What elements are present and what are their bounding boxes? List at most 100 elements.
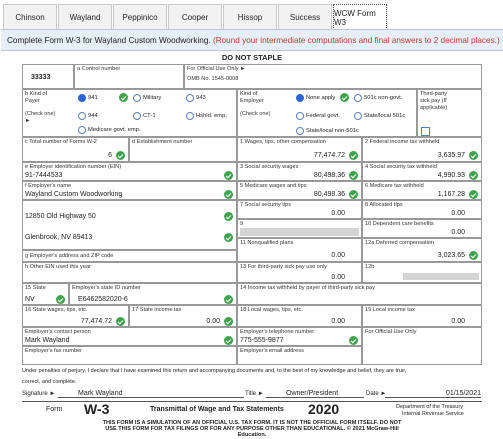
radio-state-local-non-501c[interactable] <box>296 127 304 135</box>
box9-shading <box>240 228 359 236</box>
title-value[interactable]: Owner/President <box>266 390 364 398</box>
radio-941[interactable] <box>78 94 86 102</box>
tab-wayland[interactable]: Wayland <box>58 4 112 30</box>
radio-hshld[interactable] <box>186 112 194 120</box>
date-value[interactable]: 01/15/2021 <box>385 390 481 398</box>
control-code-cell: 33333 <box>22 64 74 89</box>
tab-chinson[interactable]: Chinson <box>3 4 57 30</box>
contact-person-cell[interactable]: Employer's contact person Mark Wayland <box>22 327 237 346</box>
telephone-value: 775-555-9877 <box>240 337 284 344</box>
tab-wcw-form-w3[interactable]: WCW Form W3 <box>333 4 387 30</box>
box16-cell[interactable]: 16 State wages, tips, etc. 77,474.72 <box>22 305 129 327</box>
box10-value: 0.00 <box>451 229 465 236</box>
ein-cell[interactable]: e Employer identification number (EIN) 9… <box>22 162 237 181</box>
radio-medicare-govt[interactable] <box>78 126 86 134</box>
employer-name-label: f Employer's name <box>25 183 72 189</box>
signature-label: Signature ► <box>22 391 56 397</box>
radio-501c-non-govt[interactable] <box>354 94 362 102</box>
disclaimer-line3: Education. <box>237 432 267 438</box>
radio-none-apply[interactable] <box>296 94 304 102</box>
telephone-cell[interactable]: Employer's telephone number 775-555-9877 <box>237 327 362 346</box>
ein-label: e Employer identification number (EIN) <box>25 164 122 170</box>
contact-person-value: Mark Wayland <box>25 337 70 344</box>
establishment-number-cell[interactable]: d Establishment number <box>129 137 237 162</box>
check-icon <box>349 190 358 199</box>
title-label: Title ► <box>245 391 264 397</box>
official-use-2-label: For Official Use Only <box>365 329 417 335</box>
box11-cell[interactable]: 11 Nonqualified plans 0.00 <box>237 238 362 262</box>
employer-address-cell[interactable]: 12850 Old Highway 50 Glenbrook, NV 89413 <box>22 200 237 250</box>
perjury-statement-cont: correct, and complete. <box>22 379 77 385</box>
third-party-sick-pay-cell: Third-party sick pay (If applicable) <box>417 89 482 137</box>
employer-name-cell[interactable]: f Employer's name Wayland Custom Woodwor… <box>22 181 237 200</box>
check-icon <box>224 190 233 199</box>
official-use-2-cell: For Official Use Only <box>362 327 482 365</box>
email-cell[interactable]: Employer's email address <box>237 346 362 365</box>
box1-value: 77,474.72 <box>313 152 345 159</box>
tab-peppinico[interactable]: Peppinico <box>113 4 167 30</box>
control-number-cell[interactable]: a Control number <box>74 64 184 89</box>
box17-cell[interactable]: 17 State income tax 0.00 <box>129 305 237 327</box>
box13-cell[interactable]: 13 For third-party sick pay use only 0.0… <box>237 262 362 283</box>
establishment-number-label: d Establishment number <box>132 139 193 145</box>
employer-name-value: Wayland Custom Woodworking <box>25 191 123 198</box>
radio-943[interactable] <box>186 94 194 102</box>
radio-military[interactable] <box>133 94 141 102</box>
check-icon <box>119 93 128 102</box>
instruction-text: Complete Form W-3 for Wayland Custom Woo… <box>7 36 213 45</box>
radio-state-local-501c[interactable] <box>354 112 362 120</box>
tab-success[interactable]: Success <box>278 4 332 30</box>
check-icon <box>469 171 478 180</box>
box8-cell[interactable]: 8 Allocated tips 0.00 <box>362 200 482 219</box>
address-line1: 12850 Old Highway 50 <box>25 213 96 220</box>
state-id-cell[interactable]: Employer's state ID number E6462582020-6 <box>69 283 237 305</box>
radio-federal-govt-label: Federal govt. <box>306 113 340 119</box>
radio-944-label: 944 <box>88 113 98 119</box>
box12a-cell[interactable]: 12a Deferred compensation 3,023.65 <box>362 238 482 262</box>
signature-value[interactable]: Mark Wayland <box>58 390 244 398</box>
box9-cell: 9 <box>237 219 362 238</box>
box11-label: 11 Nonqualified plans <box>240 240 294 246</box>
box7-label: 7 Social security tips <box>240 202 291 208</box>
box10-cell[interactable]: 10 Dependent care benefits 0.00 <box>362 219 482 238</box>
transmittal-title: Transmittal of Wage and Tax Statements <box>150 406 284 413</box>
radio-none-apply-label: None apply <box>306 95 336 101</box>
box16-label: 16 State wages, tips, etc. <box>25 307 88 313</box>
radio-ct1[interactable] <box>133 112 141 120</box>
radio-944[interactable] <box>78 112 86 120</box>
dept-line2: Internal Revenue Service <box>402 411 464 417</box>
forms-w2-count-cell[interactable]: c Total number of Forms W-2 6 <box>22 137 129 162</box>
third-party-checkbox[interactable] <box>421 127 430 136</box>
box6-cell[interactable]: 6 Medicare tax withheld 1,167.28 <box>362 181 482 200</box>
fax-cell[interactable]: Employer's fax number <box>22 346 237 365</box>
box1-cell[interactable]: 1 Wages, tips, other compensation 77,474… <box>237 137 362 162</box>
box10-label: 10 Dependent care benefits <box>365 221 434 227</box>
box7-cell[interactable]: 7 Social security tips 0.00 <box>237 200 362 219</box>
box18-cell[interactable]: 18 Local wages, tips, etc. 0.00 <box>237 305 362 327</box>
tab-cooper[interactable]: Cooper <box>168 4 222 30</box>
radio-military-label: Military <box>143 95 162 101</box>
radio-hshld-label: Hshld. emp. <box>196 113 227 119</box>
check-icon <box>56 295 65 304</box>
box4-cell[interactable]: 4 Social security tax withheld 4,990.93 <box>362 162 482 181</box>
check-icon <box>469 190 478 199</box>
form-name: W-3 <box>84 401 110 417</box>
kind-of-payer-cell: b Kind of Payer (Check one) ► 941 Milita… <box>22 89 237 137</box>
perjury-statement: Under penalties of perjury, I declare th… <box>22 368 407 374</box>
box12b-label: 12b <box>365 264 375 270</box>
other-ein-cell[interactable]: h Other EIN used this year <box>22 262 237 283</box>
box19-cell[interactable]: 19 Local income tax 0.00 <box>362 305 482 327</box>
box5-cell[interactable]: 5 Medicare wages and tips 80,498.36 <box>237 181 362 200</box>
other-ein-label: h Other EIN used this year <box>25 264 91 270</box>
box2-cell[interactable]: 2 Federal income tax withheld 3,635.97 <box>362 137 482 162</box>
radio-federal-govt[interactable] <box>296 112 304 120</box>
footer-divider <box>22 401 482 402</box>
box3-cell[interactable]: 3 Social security wages 80,498.36 <box>237 162 362 181</box>
tab-hissop[interactable]: Hissop <box>223 4 277 30</box>
box15-state-cell[interactable]: 15 State NV <box>22 283 69 305</box>
box14-cell[interactable]: 14 Income tax withheld by payer of third… <box>237 283 482 305</box>
instruction-banner: Complete Form W-3 for Wayland Custom Woo… <box>1 29 503 51</box>
check-icon <box>469 251 478 260</box>
box16-value: 77,474.72 <box>80 318 112 325</box>
email-label: Employer's email address <box>240 348 304 354</box>
